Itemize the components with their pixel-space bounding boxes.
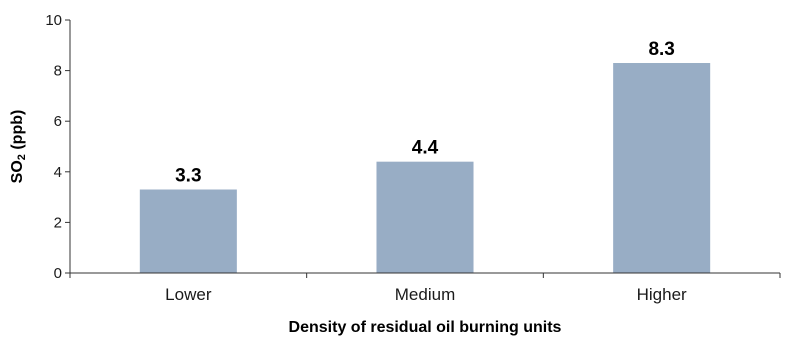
y-tick-label: 10 — [45, 12, 62, 29]
bars: 3.3 4.4 8.3 — [139, 39, 711, 274]
y-axis-title: SO2 (ppb) — [9, 110, 28, 184]
x-axis: Lower Medium Higher — [69, 272, 781, 304]
y-axis: 0 2 4 6 8 10 — [45, 12, 71, 282]
bar-medium — [376, 161, 474, 273]
y-tick-label: 4 — [54, 164, 62, 181]
value-label-medium: 4.4 — [412, 138, 439, 159]
y-tick-label: 2 — [54, 214, 62, 231]
x-axis-title: Density of residual oil burning units — [289, 319, 562, 336]
y-axis-title-subscript: 2 — [16, 154, 28, 160]
value-label-lower: 3.3 — [175, 166, 201, 187]
value-label-higher: 8.3 — [648, 39, 674, 60]
category-label-medium: Medium — [395, 285, 455, 304]
category-label-higher: Higher — [637, 285, 687, 304]
y-tick-label: 0 — [54, 265, 62, 282]
y-tick-label: 6 — [54, 113, 62, 130]
y-axis-title-suffix: (ppb) — [9, 110, 26, 154]
bar-higher — [613, 63, 711, 274]
y-axis-title-prefix: SO — [9, 160, 26, 183]
category-label-lower: Lower — [165, 285, 212, 304]
bar-lower — [139, 189, 237, 273]
y-tick-label: 8 — [54, 63, 62, 80]
